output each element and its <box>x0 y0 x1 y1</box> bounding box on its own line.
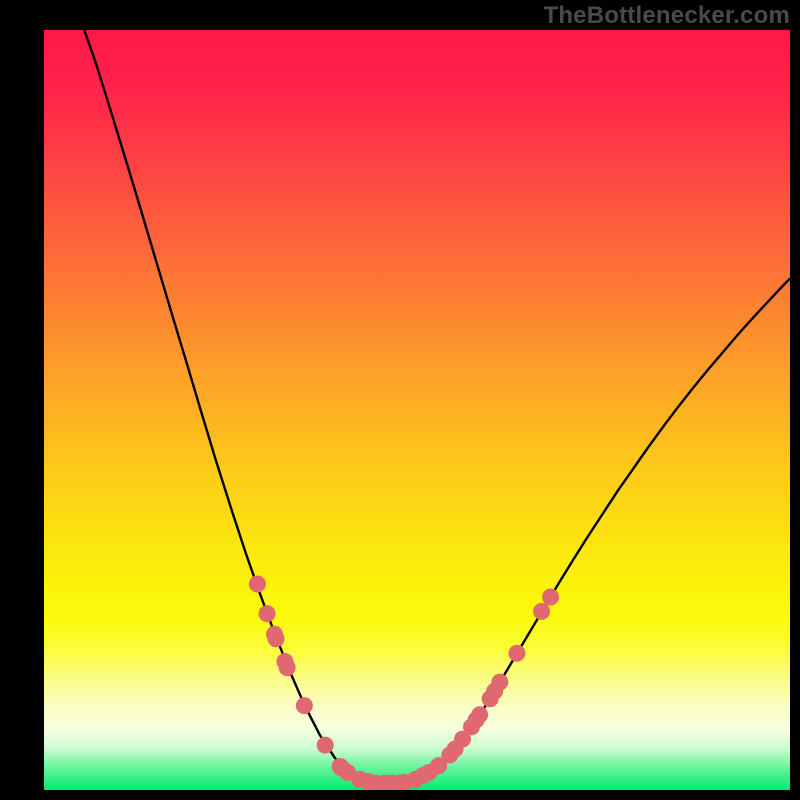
data-marker <box>533 603 550 620</box>
data-marker <box>542 588 559 605</box>
data-marker <box>249 576 266 593</box>
data-marker <box>279 659 296 676</box>
watermark-label: TheBottlenecker.com <box>543 2 790 30</box>
data-marker <box>268 630 285 647</box>
gradient-background <box>44 30 790 790</box>
plot-area <box>44 30 790 790</box>
data-marker <box>296 697 313 714</box>
data-marker <box>259 605 276 622</box>
data-marker <box>317 737 334 754</box>
data-marker <box>491 674 508 691</box>
data-marker <box>471 706 488 723</box>
data-marker <box>508 645 525 662</box>
chart-frame: TheBottlenecker.com <box>0 0 800 800</box>
